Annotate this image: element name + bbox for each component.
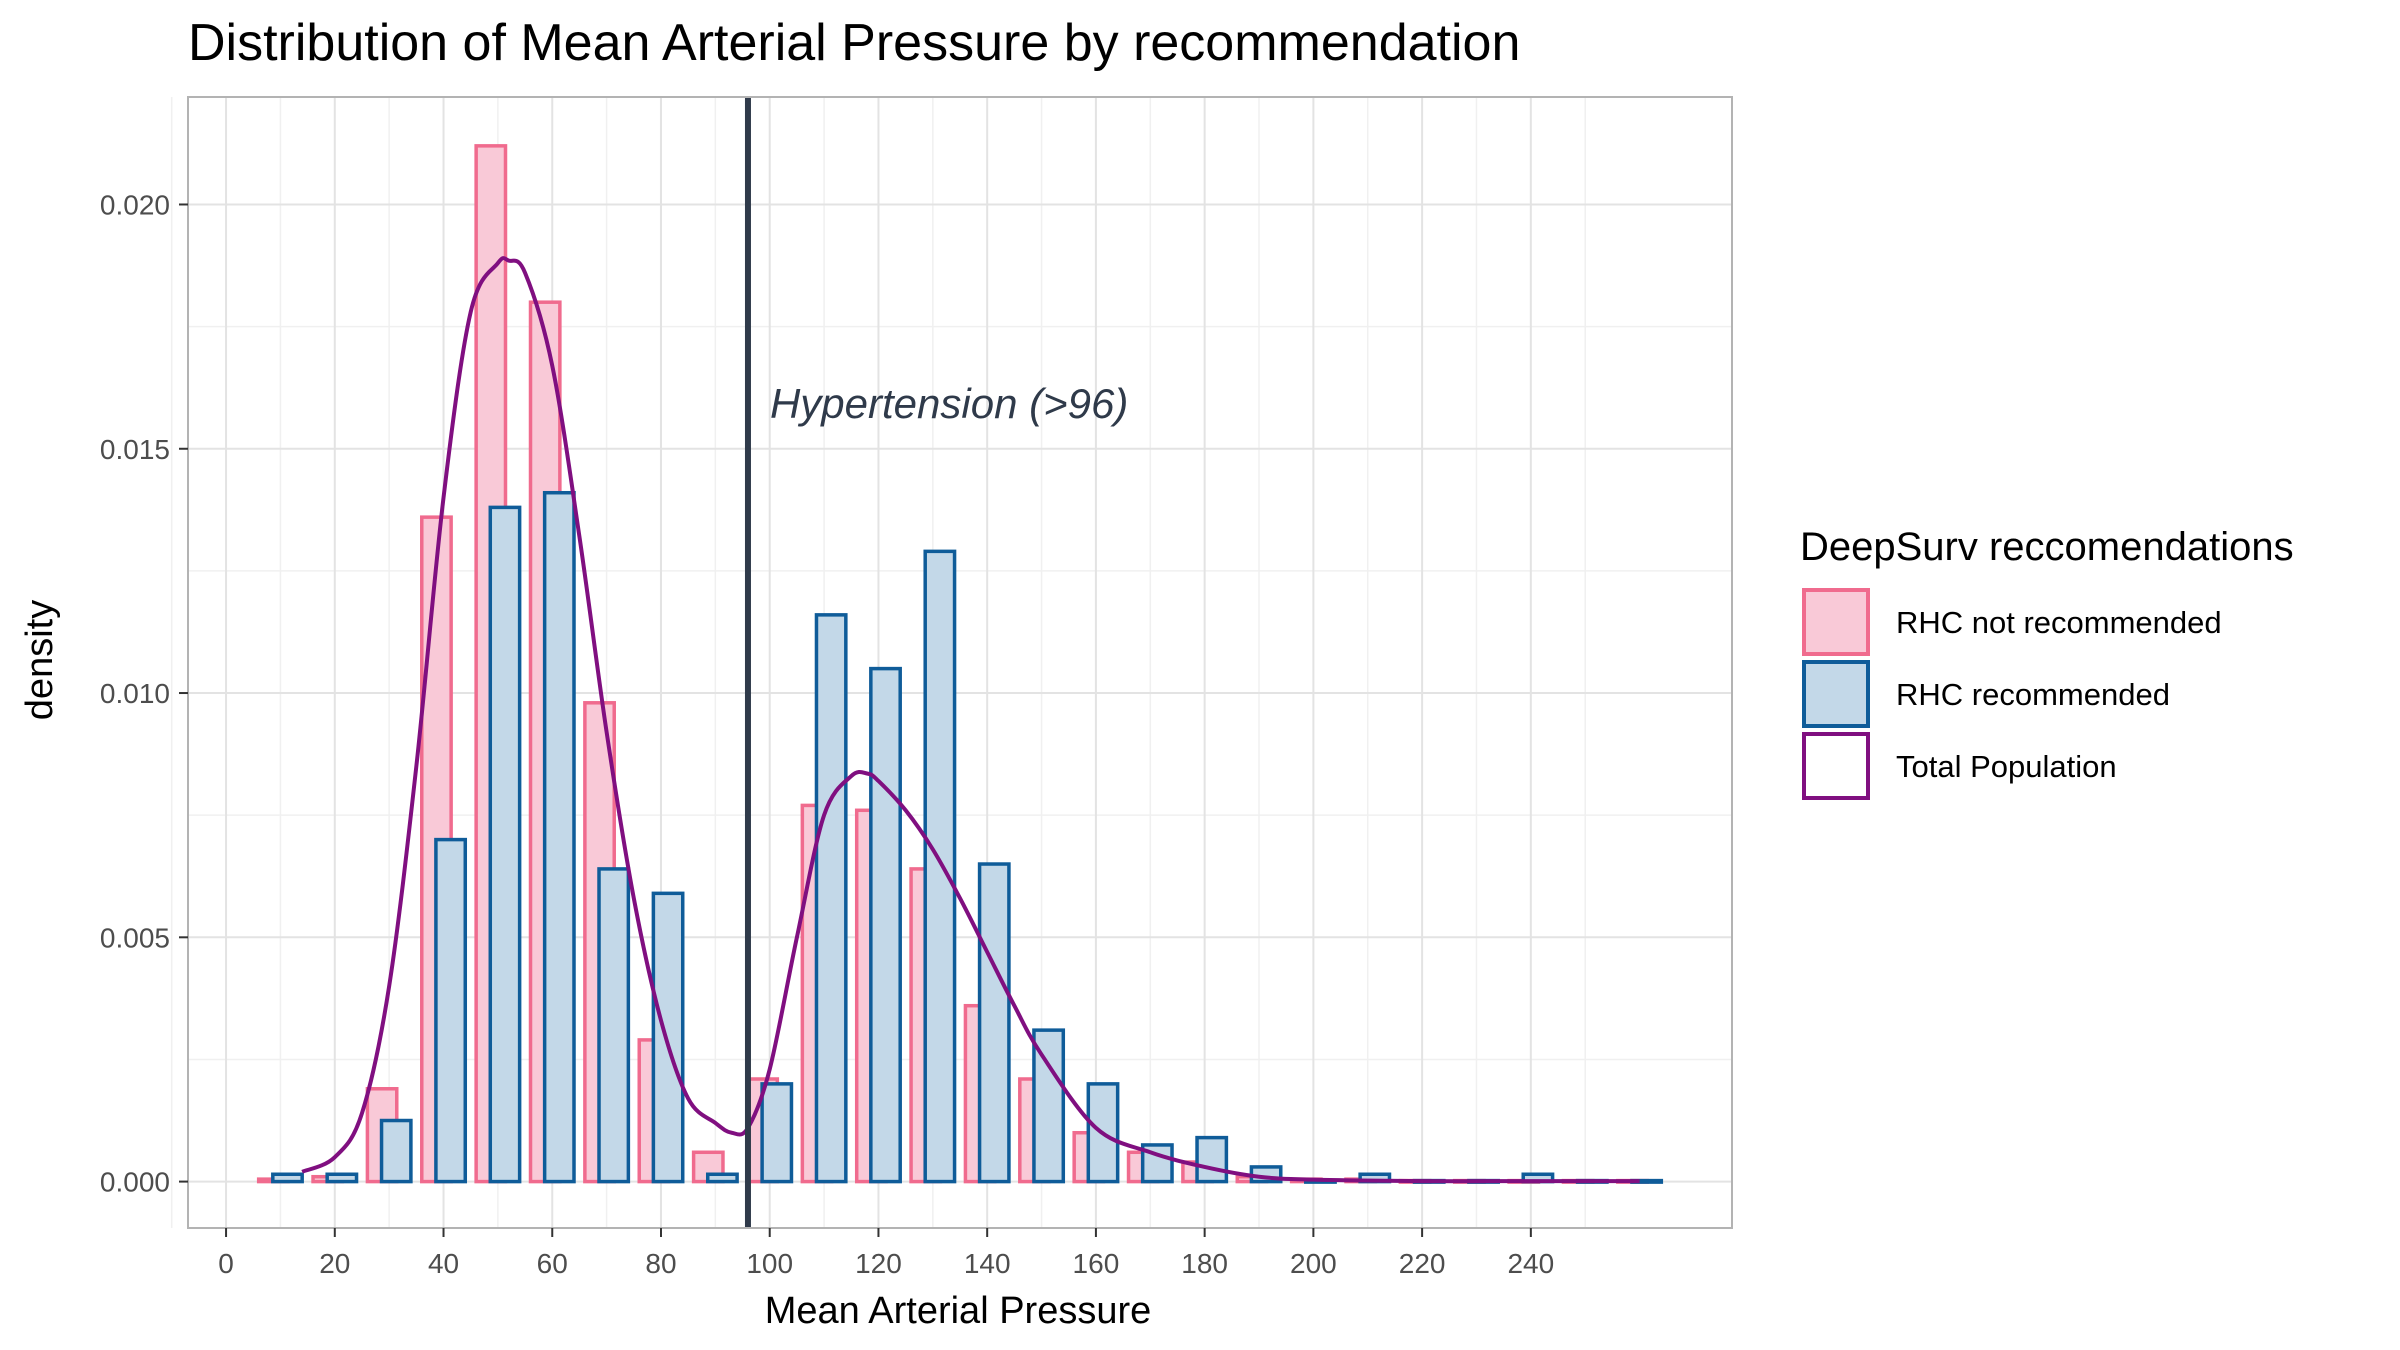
bar-rhc-recommended [271,1172,304,1184]
legend: DeepSurv reccomendations RHC not recommen… [1800,525,2294,800]
x-tick-label: 0 [218,1248,234,1279]
y-tick-label: 0.015 [100,434,170,465]
x-tick-label: 20 [319,1248,350,1279]
bar-rhc-recommended [597,867,631,1184]
y-tick-label: 0.005 [100,922,170,953]
legend-item-label: RHC not recommended [1896,605,2222,640]
x-tick-label: 240 [1507,1248,1554,1279]
bars-layer [256,144,1664,1184]
bar-rhc-recommended [542,490,576,1184]
x-tick-label: 120 [855,1248,902,1279]
bar-rhc-recommended [379,1118,413,1184]
y-tick-label: 0.020 [100,189,170,220]
bar-rhc-recommended [1195,1135,1229,1184]
density-curve-layer [301,256,1640,1184]
legend-item-label: RHC recommended [1896,677,2170,712]
x-tick-label: 60 [537,1248,568,1279]
bar-rhc-recommended [434,837,468,1184]
hypertension-annotation: Hypertension (>96) [770,380,1128,427]
bar-rhc-recommended [651,891,685,1184]
bar-rhc-recommended [977,862,1011,1184]
bar-rhc-recommended [923,549,957,1184]
y-tick-label: 0.000 [100,1167,170,1198]
bar-rhc-recommended [488,505,522,1184]
x-axis: 0 20 40 60 80 100 120 140 160 180 200 220 240 [218,1228,1554,1279]
chart-title: Distribution of Mean Arterial Pressure b… [188,14,1520,72]
x-tick-label: 140 [964,1248,1011,1279]
y-axis: 0.000 0.005 0.010 0.015 0.020 [100,189,188,1198]
x-tick-label: 160 [1073,1248,1120,1279]
x-axis-title: Mean Arterial Pressure [765,1290,1152,1332]
bar-rhc-recommended [869,666,902,1184]
bar-rhc-recommended [325,1172,359,1184]
x-tick-label: 100 [746,1248,793,1279]
bar-rhc-recommended [1032,1028,1066,1184]
bar-rhc-recommended [760,1082,794,1184]
x-tick-label: 80 [645,1248,676,1279]
legend-swatch [1802,660,1870,728]
x-tick-label: 200 [1290,1248,1337,1279]
bar-rhc-recommended [814,613,848,1184]
x-tick-label: 220 [1399,1248,1446,1279]
y-axis-title: density [19,600,61,720]
plot-panel-border [187,96,1733,1229]
bar-rhc-recommended [705,1172,739,1184]
legend-item-label: Total Population [1896,749,2117,784]
density-curve-total-population [301,256,1640,1184]
x-tick-label: 40 [428,1248,459,1279]
legend-title: DeepSurv reccomendations [1800,525,2294,569]
legend-swatch [1802,732,1870,800]
reference-line-layer: Hypertension (>96) [744,97,1128,1228]
y-tick-label: 0.010 [100,678,170,709]
legend-swatch [1802,588,1870,656]
x-tick-label: 180 [1181,1248,1228,1279]
